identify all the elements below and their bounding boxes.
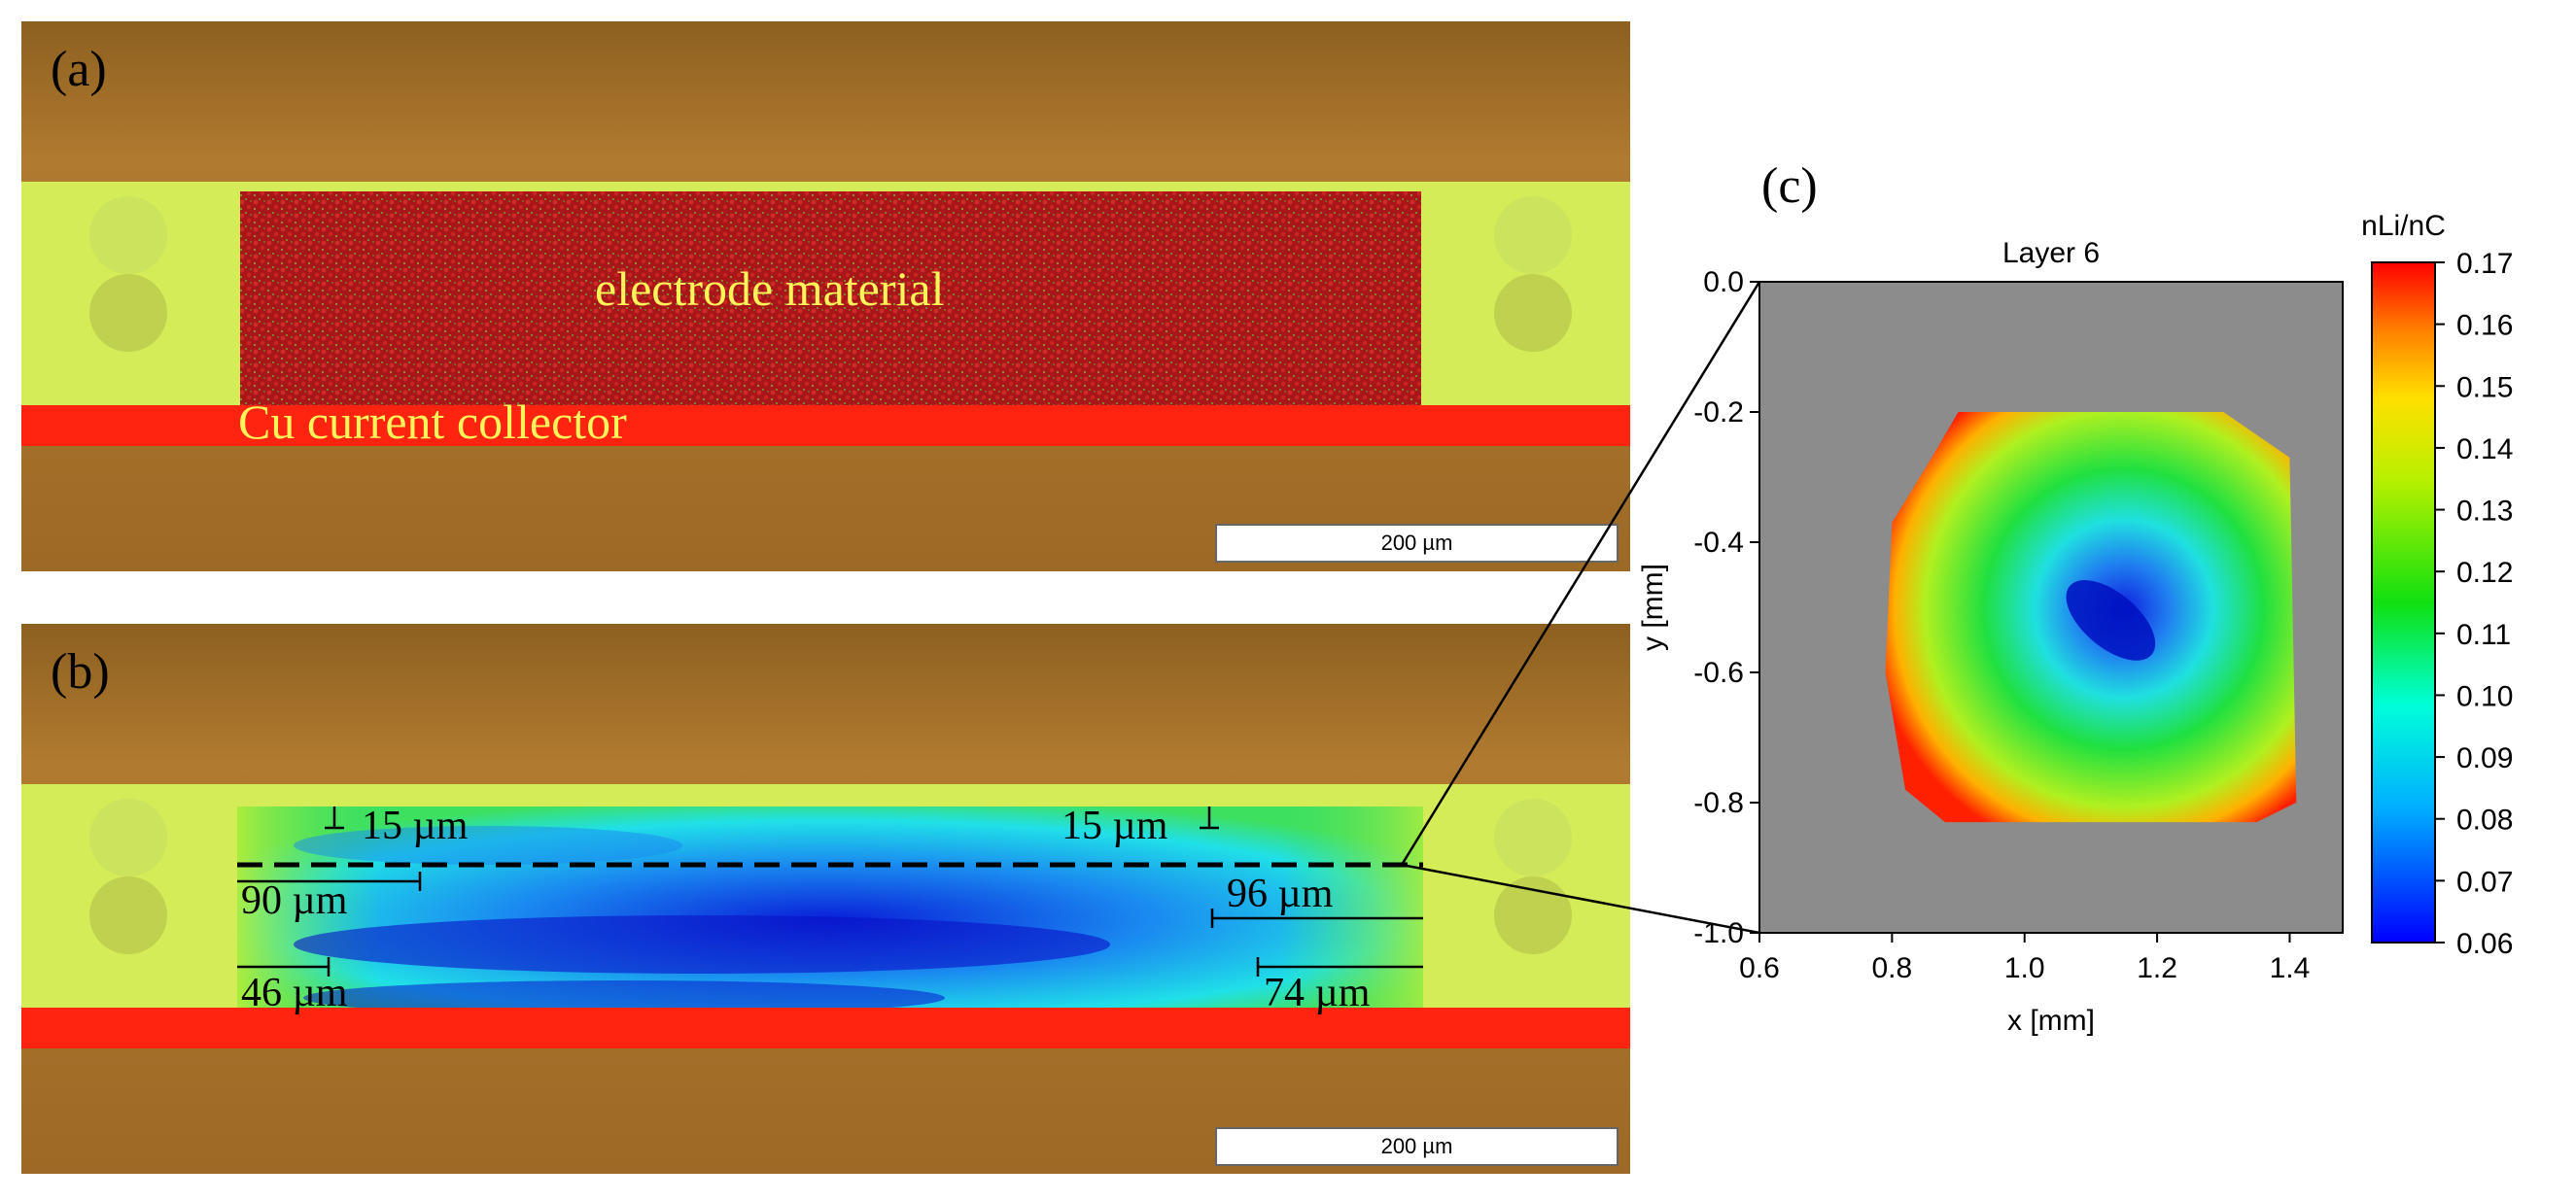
y-tick-label: 0.0	[1703, 266, 1744, 298]
x-tick-label: 0.8	[1872, 952, 1913, 984]
plot-frame	[1758, 281, 2344, 934]
colorbar-tick-label: 0.07	[2456, 866, 2513, 898]
colorbar-tick-label: 0.11	[2456, 619, 2511, 651]
measurement-bottom-right: 74 µm	[1264, 971, 1371, 1015]
cu-current-collector	[21, 405, 1630, 446]
electrode-material-region	[240, 191, 1421, 420]
chart-title: Layer 6	[2002, 237, 2100, 269]
minimum-region	[2066, 580, 2156, 661]
colorbar-tick-label: 0.10	[2456, 680, 2513, 712]
panel-b-micrograph	[21, 624, 1630, 1174]
measurement-mid-right: 96 µm	[1227, 872, 1334, 916]
x-tick-label: 1.4	[2270, 952, 2311, 984]
measurement-markers	[237, 806, 1423, 977]
y-tick-label: -0.8	[1693, 787, 1744, 819]
x-tick-label: 1.0	[2004, 952, 2045, 984]
panel-c-label: (c)	[1761, 158, 1818, 214]
colorbar-tick-label: 0.06	[2456, 928, 2513, 960]
panel-b-label: (b)	[51, 644, 110, 700]
axes: Layer 6 0.6 0.8 1.0 1.2 1.4 x [mm] 0.0 -0.2 -0.4 -…	[1637, 237, 2344, 1037]
colorbar-tick-label: 0.16	[2456, 310, 2513, 342]
measurement-top-left: 15 µm	[362, 804, 469, 848]
electrode-material-label: electrode material	[595, 261, 945, 316]
y-tick-label: -0.2	[1693, 396, 1744, 429]
lithium-distribution-map	[237, 806, 1423, 1015]
colorbar-scale	[2371, 261, 2436, 944]
x-tick-label: 1.2	[2137, 952, 2177, 984]
y-tick-label: -0.6	[1693, 657, 1744, 689]
colorbar-tick-label: 0.17	[2456, 248, 2513, 280]
colorbar-tick-label: 0.12	[2456, 557, 2513, 589]
cu-current-collector-b	[21, 1008, 1630, 1048]
x-tick-label: 0.6	[1739, 952, 1780, 984]
measurement-mid-left: 90 µm	[241, 878, 348, 923]
panel-b	[21, 624, 1630, 1174]
colorbar-label: nLi/nC	[2361, 210, 2446, 242]
colorbar-tick-label: 0.15	[2456, 371, 2513, 403]
measurement-top-right: 15 µm	[1062, 804, 1168, 848]
colorbar-tick-label: 0.08	[2456, 805, 2513, 837]
x-axis-label: x [mm]	[2007, 1005, 2095, 1037]
colorbar: nLi/nC 0.17 0.16 0.15 0.14 0.13 0.12 0.11 0.10 0.…	[2361, 210, 2513, 960]
y-tick-label: -1.0	[1693, 917, 1744, 949]
colorbar-tick-label: 0.14	[2456, 433, 2513, 465]
cu-current-collector-label: Cu current collector	[238, 395, 627, 449]
panel-b-scale-bar: 200 µm	[1215, 1127, 1619, 1166]
y-axis-label: y [mm]	[1637, 564, 1669, 651]
measurement-bottom-left: 46 µm	[241, 971, 348, 1015]
colorbar-tick-label: 0.09	[2456, 742, 2513, 774]
panel-a-label: (a)	[51, 42, 107, 97]
y-tick-label: -0.4	[1693, 527, 1744, 559]
plot-area	[1759, 282, 2343, 933]
colorbar-tick-label: 0.13	[2456, 496, 2513, 528]
